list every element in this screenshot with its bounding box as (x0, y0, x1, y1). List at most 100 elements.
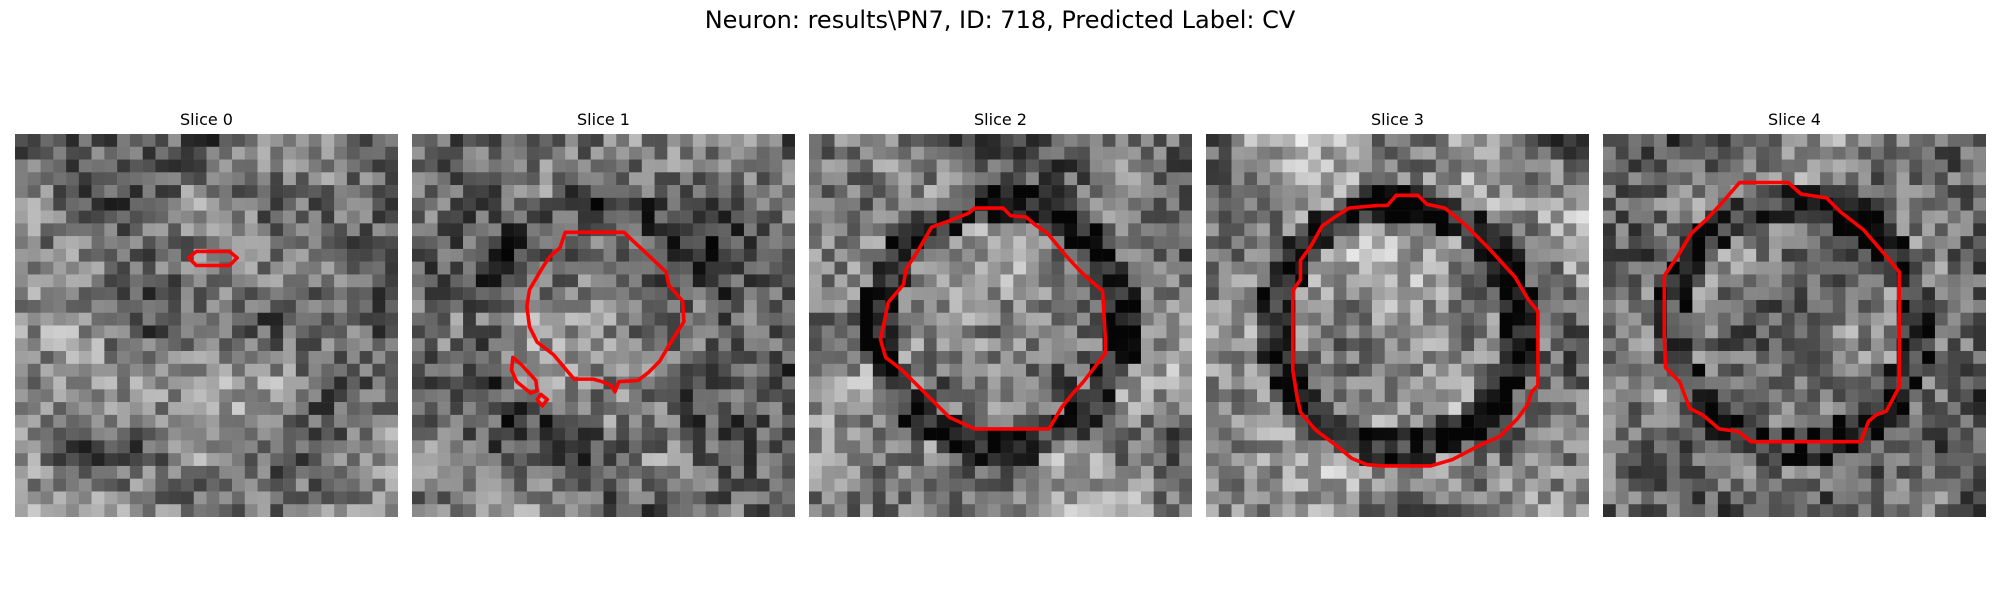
pixel (437, 427, 451, 441)
pixel (206, 491, 220, 505)
pixel (359, 453, 373, 467)
pixel (1576, 261, 1589, 275)
pixel (1166, 172, 1180, 186)
pixel (1512, 325, 1526, 339)
pixel (860, 465, 874, 479)
pixel (1461, 478, 1475, 492)
pixel (1717, 287, 1731, 301)
pixel (962, 402, 976, 416)
pixel (898, 376, 912, 390)
pixel (654, 236, 668, 250)
pixel (1858, 325, 1872, 339)
pixel (1781, 185, 1795, 199)
pixel (1563, 223, 1577, 237)
pixel (936, 351, 950, 365)
pixel (872, 210, 886, 224)
pixel (565, 440, 579, 454)
pixel (463, 146, 477, 160)
pixel (244, 248, 258, 262)
pixel (1705, 478, 1719, 492)
pixel (629, 146, 643, 160)
pixel (142, 261, 156, 275)
pixel (923, 491, 937, 505)
pixel (334, 287, 348, 301)
pixel (270, 453, 284, 467)
pixel (244, 504, 258, 517)
pixel (1397, 389, 1411, 403)
pixel (1960, 363, 1974, 377)
pixel (1269, 261, 1283, 275)
pixel (1947, 389, 1961, 403)
pixel (1244, 210, 1258, 224)
pixel (1102, 210, 1116, 224)
pixel (334, 414, 348, 428)
pixel (1871, 197, 1885, 211)
pixel (1743, 274, 1757, 288)
pixel (334, 402, 348, 416)
pixel (308, 363, 322, 377)
pixel (78, 312, 92, 326)
pixel (885, 236, 899, 250)
pixel (898, 146, 912, 160)
pixel (155, 172, 169, 186)
pixel (1768, 146, 1782, 160)
pixel (53, 248, 67, 262)
pixel (1333, 504, 1347, 517)
pixel (539, 185, 553, 199)
pixel (526, 261, 540, 275)
pixel (1679, 134, 1693, 148)
pixel (834, 172, 848, 186)
pixel (974, 504, 988, 517)
pixel (705, 504, 719, 517)
pixel (872, 236, 886, 250)
pixel (1102, 248, 1116, 262)
pixel (270, 185, 284, 199)
pixel (809, 197, 823, 211)
pixel (1231, 465, 1245, 479)
pixel (1858, 389, 1872, 403)
pixel (1244, 389, 1258, 403)
pixel (1832, 312, 1846, 326)
pixel (1244, 478, 1258, 492)
pixel (1781, 465, 1795, 479)
pixel (629, 134, 643, 148)
pixel (475, 223, 489, 237)
pixel (1960, 261, 1974, 275)
pixel (1807, 402, 1821, 416)
pixel (117, 389, 131, 403)
pixel (91, 363, 105, 377)
pixel (295, 465, 309, 479)
pixel (731, 223, 745, 237)
pixel (1218, 453, 1232, 467)
pixel (1525, 197, 1539, 211)
pixel (1320, 351, 1334, 365)
pixel (731, 287, 745, 301)
pixel (1179, 248, 1192, 262)
pixel (1474, 312, 1488, 326)
pixel (1115, 261, 1129, 275)
pixel (1922, 427, 1936, 441)
pixel (667, 223, 681, 237)
pixel (731, 414, 745, 428)
pixel (1705, 236, 1719, 250)
pixel (756, 402, 770, 416)
pixel (1576, 363, 1589, 377)
pixel (1858, 440, 1872, 454)
pixel (1320, 389, 1334, 403)
pixel (1576, 491, 1589, 505)
pixel (412, 134, 426, 148)
pixel (40, 440, 54, 454)
pixel (1858, 338, 1872, 352)
pixel (359, 210, 373, 224)
pixel (437, 185, 451, 199)
pixel (756, 172, 770, 186)
pixel (1077, 427, 1091, 441)
pixel (1333, 351, 1347, 365)
pixel (1794, 427, 1808, 441)
pixel (1423, 236, 1437, 250)
pixel (295, 197, 309, 211)
pixel (424, 453, 438, 467)
pixel (1102, 223, 1116, 237)
pixel (450, 440, 464, 454)
pixel (1269, 134, 1283, 148)
